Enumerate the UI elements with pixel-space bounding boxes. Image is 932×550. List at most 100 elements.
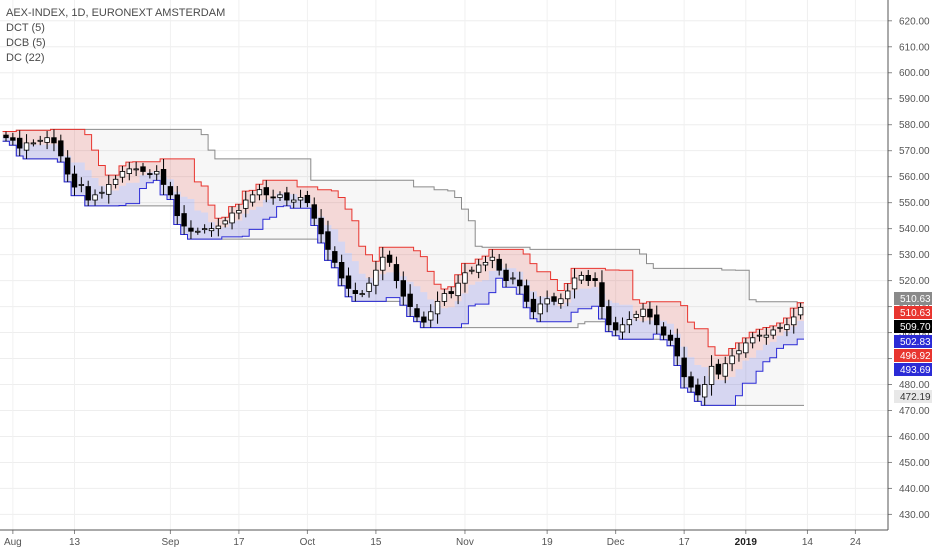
- y-tick-label: 470.00: [899, 406, 930, 417]
- candle: [304, 190, 311, 208]
- candle: [290, 193, 297, 209]
- candle: [332, 246, 338, 268]
- candle-body: [654, 314, 660, 326]
- candle-body: [441, 293, 448, 302]
- y-tick-label: 590.00: [899, 94, 930, 105]
- candle-body: [565, 290, 571, 300]
- legend-dc: DC (22): [6, 52, 45, 64]
- candle-body: [434, 300, 441, 315]
- candle-body: [153, 171, 160, 175]
- candle: [544, 290, 550, 313]
- candle: [421, 311, 427, 328]
- candle: [229, 206, 235, 230]
- candle: [523, 279, 530, 308]
- candle: [578, 271, 585, 284]
- candle-body: [455, 282, 461, 297]
- candle-body: [756, 334, 763, 337]
- price-tag: 510.63: [894, 306, 932, 319]
- candle: [140, 162, 146, 176]
- candle: [133, 161, 139, 177]
- candle-body: [92, 194, 98, 201]
- candle: [441, 289, 448, 306]
- candle: [147, 169, 153, 179]
- candle: [222, 217, 228, 228]
- candle: [688, 371, 694, 393]
- price-tag-bg: [894, 335, 932, 348]
- price-tag-label: 502.83: [900, 337, 931, 348]
- price-axis[interactable]: 430.00440.00450.00460.00470.00480.00490.…: [887, 0, 930, 530]
- candle: [791, 308, 797, 334]
- price-tag-bg: [894, 292, 932, 305]
- candle-body: [195, 230, 201, 233]
- candle-body: [37, 139, 43, 142]
- candle: [722, 356, 728, 384]
- price-tag: 496.92: [894, 349, 932, 362]
- price-tag-label: 509.70: [900, 322, 931, 333]
- candle-body: [16, 137, 23, 149]
- candle-body: [78, 184, 85, 186]
- candle: [654, 305, 660, 335]
- candle: [71, 165, 78, 196]
- candle: [126, 162, 132, 181]
- candle: [743, 337, 749, 358]
- candle: [510, 272, 516, 285]
- candle: [208, 222, 215, 237]
- candle: [270, 189, 276, 205]
- candle-body: [284, 192, 290, 201]
- candle-body: [797, 306, 804, 316]
- y-tick-label: 580.00: [899, 120, 930, 131]
- candle: [386, 250, 393, 267]
- candle-body: [558, 298, 564, 304]
- candle-body: [743, 342, 749, 354]
- x-tick-label: 13: [69, 537, 81, 548]
- candle: [715, 359, 722, 380]
- candle: [503, 263, 509, 288]
- candle-body: [612, 322, 619, 331]
- candle-body: [537, 303, 543, 315]
- time-axis[interactable]: Aug 13 Sep 17 Oct 15 Nov 19 Dec 17 2019 14 24: [0, 529, 888, 548]
- candle: [434, 291, 441, 324]
- candle-body: [578, 274, 585, 281]
- price-tag-label: 493.69: [900, 365, 931, 376]
- candle-body: [544, 298, 550, 305]
- candle-body: [215, 225, 222, 230]
- y-tick-label: 570.00: [899, 146, 930, 157]
- price-tag-bg: [894, 320, 932, 333]
- candle-body: [427, 311, 434, 321]
- candle-body: [3, 134, 9, 139]
- candle-body: [722, 363, 728, 377]
- candle-body: [585, 274, 591, 281]
- candle: [181, 205, 187, 235]
- dcb-fill: [2, 136, 805, 406]
- candle: [469, 266, 475, 275]
- candle-body: [640, 308, 646, 317]
- candle: [667, 329, 674, 346]
- x-tick-label: Sep: [162, 537, 180, 548]
- candle-body: [133, 168, 139, 171]
- candle: [592, 272, 598, 287]
- candle: [736, 342, 742, 362]
- candle-body: [112, 178, 119, 185]
- candle-body: [791, 316, 797, 326]
- candle: [359, 290, 365, 298]
- candle-body: [290, 199, 297, 203]
- candle: [277, 191, 283, 202]
- candle: [455, 274, 461, 305]
- candle-body: [174, 194, 180, 217]
- candle: [352, 282, 359, 302]
- candle-body: [64, 157, 71, 175]
- candle: [414, 303, 420, 322]
- candle-body: [496, 258, 502, 271]
- candle: [695, 378, 701, 402]
- candle-body: [660, 326, 667, 336]
- candle: [153, 165, 160, 181]
- chart-title: AEX-INDEX, 1D, EURONEXT AMSTERDAM: [6, 7, 226, 19]
- candle: [373, 261, 379, 295]
- candle: [407, 284, 413, 317]
- candle: [647, 301, 653, 325]
- y-tick-label: 520.00: [899, 276, 930, 287]
- candle-body: [503, 269, 509, 281]
- candle-body: [592, 278, 598, 281]
- x-tick-label: Aug: [4, 537, 22, 548]
